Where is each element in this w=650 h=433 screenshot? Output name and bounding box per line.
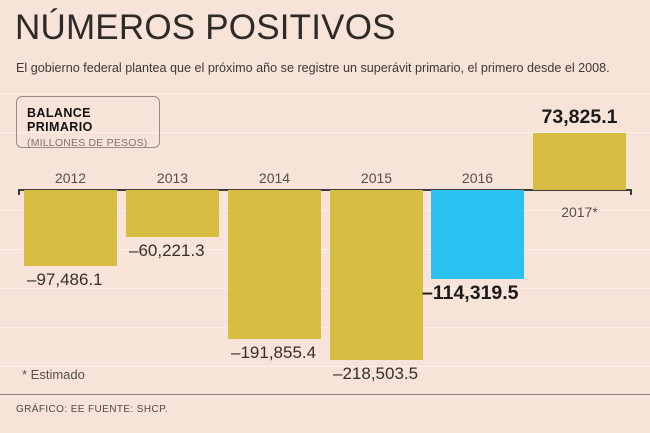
gridline	[0, 366, 650, 367]
value-label-2016: –114,319.5	[422, 281, 519, 304]
year-label-2017: 2017*	[561, 204, 598, 220]
chart-legend: BALANCE PRIMARIO (MILLONES DE PESOS)	[16, 96, 160, 149]
value-label-2012: –97,486.1	[27, 269, 103, 289]
footer-divider	[0, 394, 650, 395]
bar-2017	[533, 132, 626, 190]
axis-tick-right	[630, 189, 632, 195]
estimate-note: * Estimado	[22, 367, 85, 382]
legend-units: (MILLONES DE PESOS)	[27, 137, 148, 149]
gridline	[0, 132, 650, 133]
credit-line: GRÁFICO: EE FUENTE: SHCP.	[16, 404, 169, 415]
year-label-2012: 2012	[54, 170, 87, 186]
bar-2012	[24, 190, 117, 266]
axis-tick-left	[18, 189, 20, 195]
year-label-2016: 2016	[461, 170, 494, 186]
year-label-2015: 2015	[360, 170, 393, 186]
value-label-2017: 73,825.1	[541, 105, 618, 128]
page-subtitle: El gobierno federal plantea que el próxi…	[16, 61, 610, 75]
zero-axis-line	[18, 189, 632, 191]
value-label-2015: –218,503.5	[333, 364, 419, 384]
gridline	[0, 327, 650, 328]
bar-2013	[126, 190, 219, 237]
bar-2015	[330, 190, 423, 361]
gridline	[0, 93, 650, 94]
gridline	[0, 210, 650, 211]
bar-2014	[228, 190, 321, 340]
year-label-2014: 2014	[258, 170, 291, 186]
value-label-2013: –60,221.3	[129, 240, 205, 260]
year-label-2013: 2013	[156, 170, 189, 186]
page-title: NÚMEROS POSITIVOS	[15, 8, 396, 47]
gridline	[0, 288, 650, 289]
gridline	[0, 249, 650, 250]
bar-2016	[431, 190, 524, 279]
legend-title: BALANCE PRIMARIO	[27, 106, 93, 134]
value-label-2014: –191,855.4	[231, 343, 317, 363]
